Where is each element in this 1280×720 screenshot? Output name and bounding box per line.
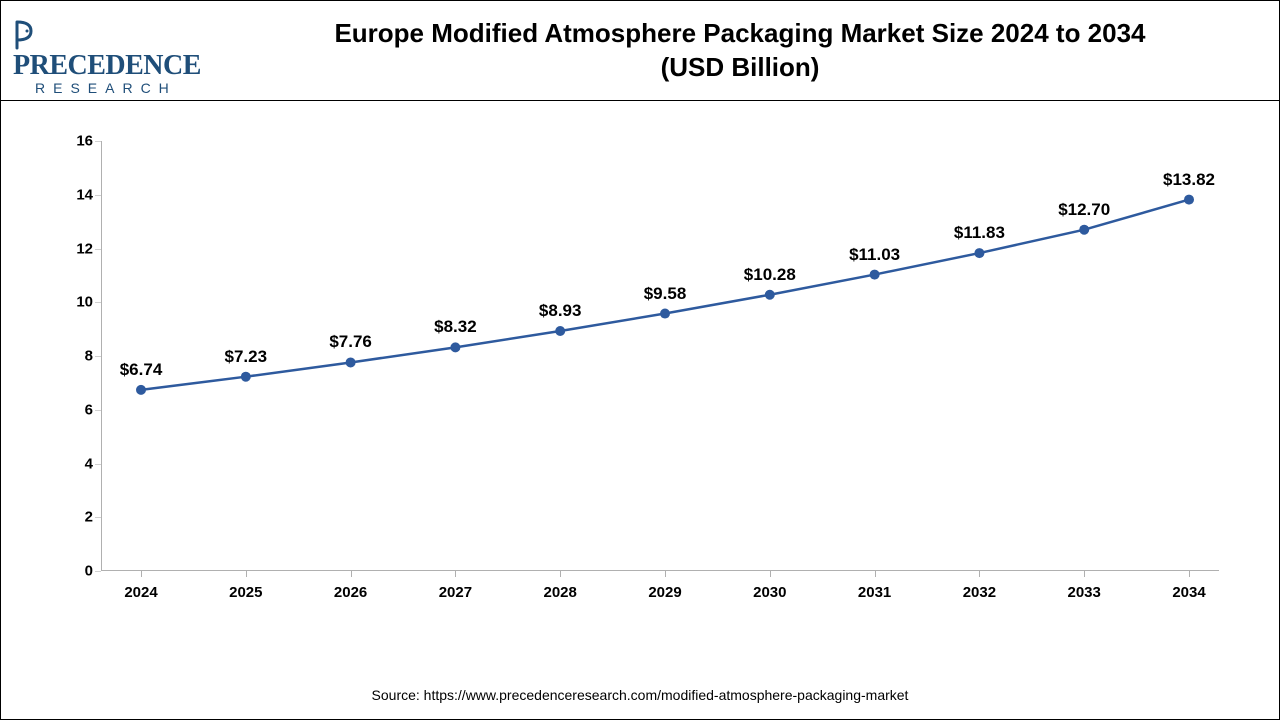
x-tick-mark — [979, 571, 980, 577]
logo-main: PRECEDENCE — [13, 17, 213, 82]
x-tick-label: 2026 — [334, 584, 367, 601]
title-wrap: Europe Modified Atmosphere Packaging Mar… — [213, 9, 1267, 85]
logo: PRECEDENCE RESEARCH — [13, 9, 213, 96]
x-tick-label: 2031 — [858, 584, 891, 601]
title-line2: (USD Billion) — [661, 52, 820, 82]
x-tick-mark — [560, 571, 561, 577]
header: PRECEDENCE RESEARCH Europe Modified Atmo… — [1, 1, 1279, 101]
y-tick-mark — [95, 571, 101, 572]
chart-area: 0 2 4 6 8 10 12 14 16 2024 2025 2026 2027 2028 2029 203… — [61, 131, 1239, 631]
x-tick-label: 2032 — [963, 584, 996, 601]
data-marker — [660, 309, 670, 319]
title-line1: Europe Modified Atmosphere Packaging Mar… — [334, 18, 1145, 48]
y-tick-label: 10 — [63, 294, 93, 311]
x-tick-label: 2025 — [229, 584, 262, 601]
x-tick-mark — [455, 571, 456, 577]
y-tick-mark — [95, 141, 101, 142]
data-marker — [346, 357, 356, 367]
x-tick-label: 2024 — [124, 584, 157, 601]
source-text: Source: https://www.precedenceresearch.c… — [1, 687, 1279, 703]
x-tick-label: 2028 — [544, 584, 577, 601]
data-label: $9.58 — [644, 284, 687, 304]
y-tick-mark — [95, 517, 101, 518]
x-tick-mark — [770, 571, 771, 577]
data-label: $11.03 — [849, 245, 900, 265]
chart-title: Europe Modified Atmosphere Packaging Mar… — [213, 17, 1267, 85]
data-marker — [136, 385, 146, 395]
x-tick-label: 2030 — [753, 584, 786, 601]
y-tick-mark — [95, 410, 101, 411]
y-tick-label: 16 — [63, 133, 93, 150]
y-tick-label: 14 — [63, 186, 93, 203]
y-tick-mark — [95, 356, 101, 357]
x-tick-label: 2034 — [1172, 584, 1205, 601]
data-marker — [974, 248, 984, 258]
data-label: $8.32 — [434, 317, 477, 337]
data-marker — [1079, 225, 1089, 235]
data-marker — [1184, 195, 1194, 205]
data-marker — [450, 342, 460, 352]
y-tick-mark — [95, 302, 101, 303]
x-tick-mark — [875, 571, 876, 577]
logo-p-icon — [13, 20, 33, 50]
y-tick-mark — [95, 464, 101, 465]
x-tick-label: 2027 — [439, 584, 472, 601]
data-label: $11.83 — [954, 223, 1005, 243]
data-label: $12.70 — [1058, 200, 1110, 220]
x-tick-label: 2033 — [1068, 584, 1101, 601]
x-tick-mark — [1189, 571, 1190, 577]
y-tick-mark — [95, 249, 101, 250]
data-label: $8.93 — [539, 301, 582, 321]
data-marker — [241, 372, 251, 382]
data-marker — [765, 290, 775, 300]
y-tick-label: 8 — [63, 348, 93, 365]
x-tick-label: 2029 — [648, 584, 681, 601]
x-tick-mark — [351, 571, 352, 577]
plot-region: 0246810121416202420252026202720282029203… — [101, 141, 1219, 571]
y-tick-label: 6 — [63, 401, 93, 418]
data-label: $7.76 — [329, 332, 372, 352]
x-tick-mark — [665, 571, 666, 577]
data-label: $10.28 — [744, 265, 796, 285]
logo-sub: RESEARCH — [13, 80, 213, 96]
chart-container: PRECEDENCE RESEARCH Europe Modified Atmo… — [0, 0, 1280, 720]
x-tick-mark — [246, 571, 247, 577]
y-tick-label: 4 — [63, 455, 93, 472]
data-label: $6.74 — [120, 360, 163, 380]
y-tick-mark — [95, 195, 101, 196]
x-tick-mark — [141, 571, 142, 577]
data-label: $13.82 — [1163, 170, 1215, 190]
x-tick-mark — [1084, 571, 1085, 577]
logo-main-text: PRECEDENCE — [13, 50, 201, 81]
y-tick-label: 2 — [63, 509, 93, 526]
data-marker — [555, 326, 565, 336]
y-tick-label: 0 — [63, 563, 93, 580]
line-chart-svg — [101, 141, 1219, 571]
data-label: $7.23 — [225, 347, 268, 367]
data-marker — [870, 270, 880, 280]
y-tick-label: 12 — [63, 240, 93, 257]
